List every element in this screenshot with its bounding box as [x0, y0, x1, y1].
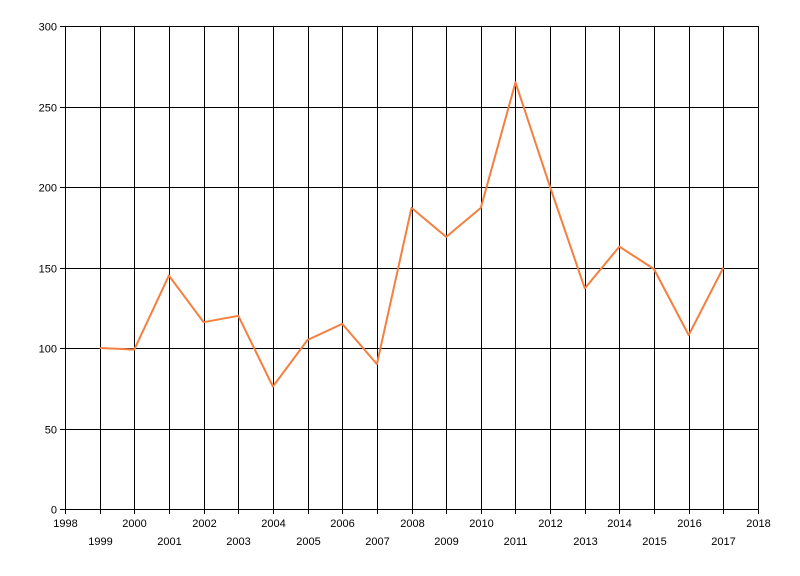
y-tick-label: 0	[51, 505, 57, 517]
x-tick-label: 2003	[226, 536, 250, 548]
y-tick-label: 250	[39, 103, 57, 115]
x-tick-label: 2012	[538, 518, 562, 530]
x-tick-label: 2009	[434, 536, 458, 548]
x-tick-label: 2016	[677, 518, 701, 530]
x-tick-label: 1998	[53, 518, 77, 530]
x-tick-label: 2002	[192, 518, 216, 530]
y-tick-label: 300	[39, 22, 57, 34]
x-tick-label: 2006	[330, 518, 354, 530]
x-tick-label: 2011	[504, 536, 528, 548]
x-tick-label: 2018	[746, 518, 770, 530]
x-tick-label: 2001	[157, 536, 181, 548]
x-tick-labels: 1998 1999 2000 2001 2002 2003 2004 2005 2006 2007…	[53, 518, 770, 548]
x-tick-label: 2007	[365, 536, 389, 548]
x-tick-label: 2013	[573, 536, 597, 548]
axes	[60, 26, 758, 514]
x-tick-label: 1999	[88, 536, 112, 548]
x-tick-label: 2005	[296, 536, 320, 548]
x-tick-label: 2010	[469, 518, 493, 530]
y-tick-label: 100	[39, 344, 57, 356]
x-tick-label: 2015	[642, 536, 666, 548]
x-tick-label: 2004	[261, 518, 285, 530]
y-tick-label: 200	[39, 183, 57, 195]
x-tick-label: 2014	[607, 518, 631, 530]
series-lines	[99, 81, 725, 388]
y-tick-label: 50	[45, 425, 57, 437]
x-tick-label: 2000	[122, 518, 146, 530]
x-tick-label: 2008	[400, 518, 424, 530]
x-tick-label: 2017	[711, 536, 735, 548]
series-line	[99, 81, 725, 388]
y-tick-labels: 0 50 100 150 200 250 300	[39, 22, 57, 517]
y-tick-label: 150	[39, 264, 57, 276]
